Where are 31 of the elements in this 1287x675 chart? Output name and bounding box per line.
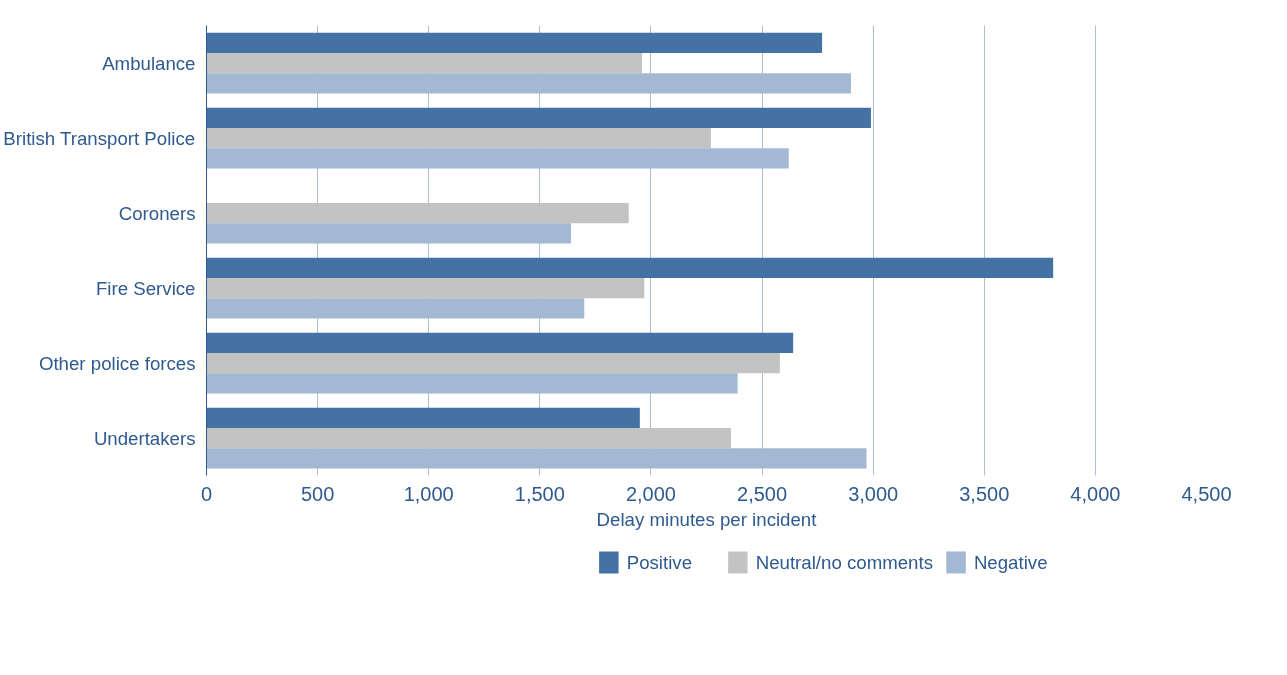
legend-label: Positive [626,552,693,573]
y-tick-label: Coroners [118,202,196,224]
y-tick-label: British Transport Police [3,127,196,149]
x-tick-label: 1,500 [514,482,565,505]
x-tick-label: 0 [200,482,213,505]
x-tick-label: 3,000 [848,482,899,505]
y-tick-label: Fire Service [95,277,196,299]
x-tick-label: 3,500 [959,482,1010,505]
bar [206,127,711,149]
x-tick-label: 2,000 [625,482,676,505]
bar [206,277,645,299]
bar [206,427,731,449]
bar [206,407,640,428]
bar [206,52,643,74]
x-tick-label: 4,500 [1181,482,1232,505]
bar [206,107,871,128]
x-axis-title: Delay minutes per incident [596,508,818,530]
bar [206,32,823,53]
bar [206,202,629,224]
bar [206,332,794,353]
legend-label: Neutral/no comments [755,552,933,573]
y-tick-label: Ambulance [102,52,196,74]
y-tick-label: Other police forces [38,352,196,374]
x-tick-label: 500 [300,482,335,505]
legend-label: Negative [973,552,1048,573]
bar [206,352,780,374]
x-tick-label: 2,500 [737,482,788,505]
y-tick-label: Undertakers [93,427,196,449]
bar [206,257,1054,278]
x-tick-label: 1,000 [403,482,454,505]
x-tick-label: 4,000 [1070,482,1121,505]
